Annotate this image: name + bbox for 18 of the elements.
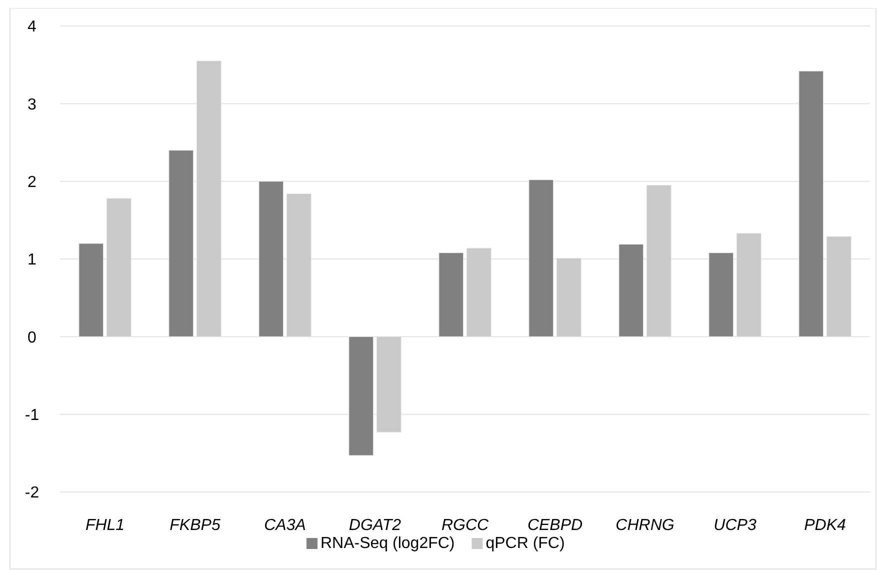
y-tick-label: -2 xyxy=(24,484,40,502)
y-tick-label: 0 xyxy=(28,329,37,346)
x-tick-label: CEBPD xyxy=(527,517,584,534)
legend-label: RNA-Seq (log2FC) xyxy=(320,535,455,552)
legend-label: qPCR (FC) xyxy=(486,535,565,552)
y-tick-label: -1 xyxy=(24,406,40,424)
x-tick-label: RGCC xyxy=(441,517,489,534)
y-tick-label: 3 xyxy=(28,96,37,114)
x-tick-label: CA3A xyxy=(264,517,306,534)
x-tick-label: FKBP5 xyxy=(170,517,220,534)
x-tick-label: UCP3 xyxy=(714,517,756,534)
x-tick-label: FHL1 xyxy=(85,517,125,534)
y-tick-label: 2 xyxy=(28,174,37,191)
x-tick-label: CHRNG xyxy=(616,517,674,534)
x-tick-label: PDK4 xyxy=(804,517,846,534)
x-tick-label: DGAT2 xyxy=(348,517,402,534)
y-tick-label: 1 xyxy=(28,252,37,269)
y-tick-label: 4 xyxy=(28,18,37,36)
